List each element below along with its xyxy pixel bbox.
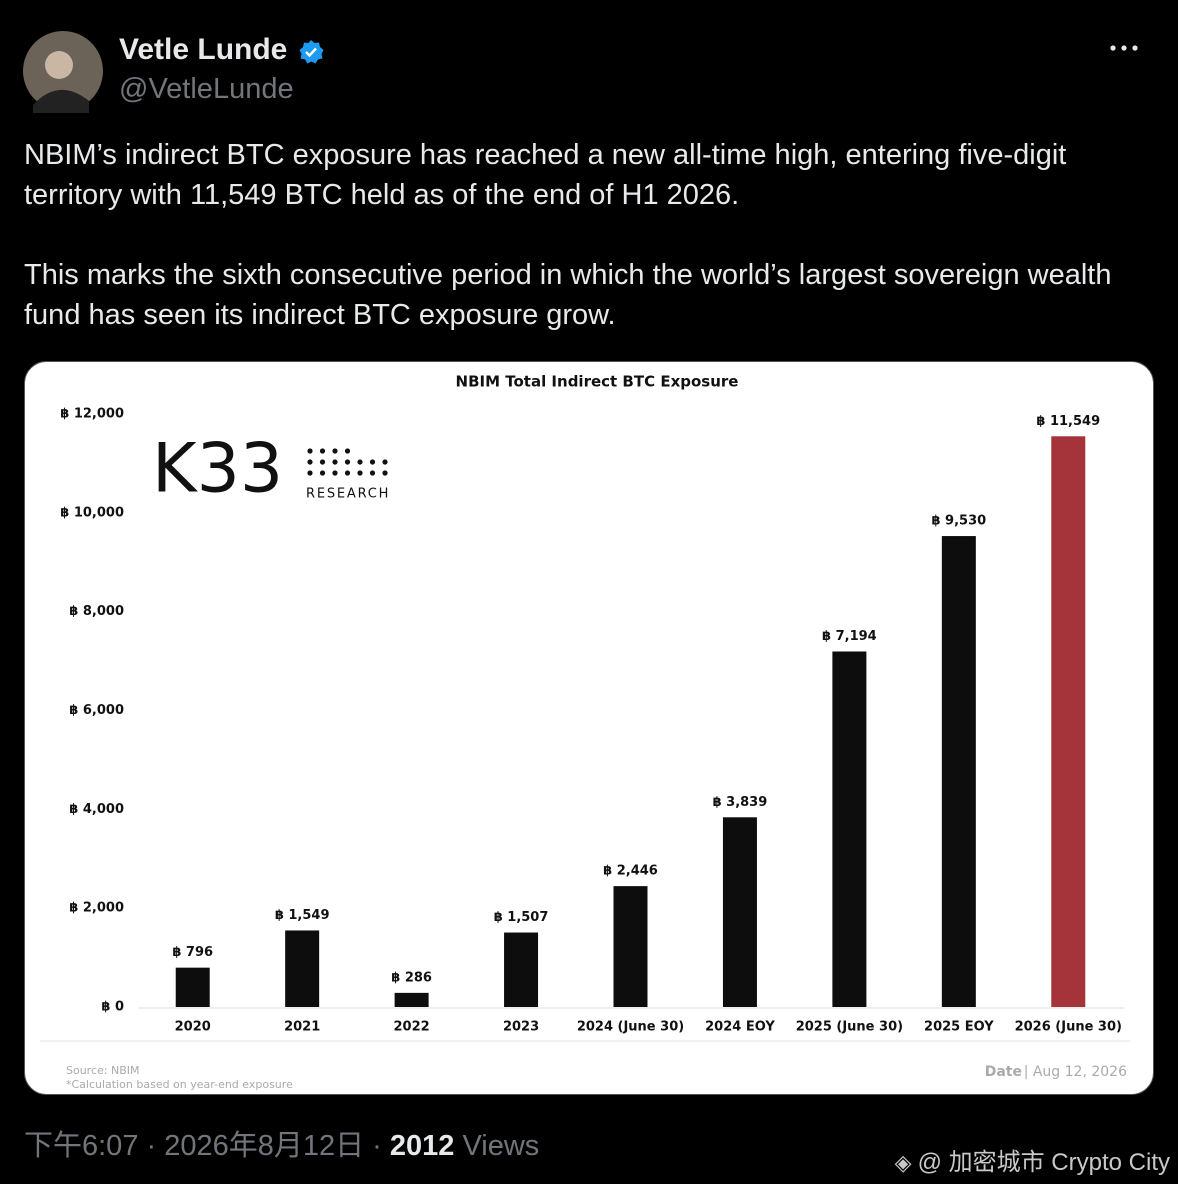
x-tick-label: 2025 EOY — [924, 1020, 994, 1035]
views-label: Views — [462, 1130, 540, 1162]
value-label: ฿ 1,507 — [494, 910, 549, 925]
x-tick-label: 2023 — [503, 1020, 539, 1035]
bar — [1051, 436, 1086, 1007]
logo-dot — [369, 459, 376, 465]
logo-dot — [332, 459, 338, 465]
logo-dot — [369, 470, 376, 476]
bar — [613, 886, 648, 1007]
date-label: Date — [985, 1064, 1022, 1080]
logo-dot — [319, 470, 326, 476]
chart-card — [24, 361, 1154, 1095]
x-tick-label: 2020 — [175, 1020, 211, 1035]
logo-dot — [344, 448, 351, 454]
x-tick-label: 2024 (June 30) — [577, 1020, 684, 1035]
value-label: ฿ 1,549 — [275, 908, 330, 923]
more-menu[interactable] — [1108, 40, 1140, 56]
bar — [832, 651, 867, 1007]
author-handle[interactable]: @VetleLunde — [119, 73, 294, 105]
y-tick-label: ฿ 10,000 — [60, 505, 124, 520]
y-tick-label: ฿ 8,000 — [69, 604, 124, 619]
y-tick-label: ฿ 0 — [101, 1000, 124, 1015]
value-label: ฿ 7,194 — [822, 629, 877, 644]
x-tick-label: 2024 EOY — [705, 1020, 775, 1035]
watermark: ◈ @ 加密城市 Crypto City — [895, 1142, 1170, 1177]
x-tick-label: 2021 — [284, 1020, 320, 1035]
author-name[interactable]: Vetle Lunde — [119, 33, 288, 66]
logo-text: K33 — [152, 430, 283, 509]
logo-dot — [307, 448, 313, 454]
paragraph: This marks the sixth consecutive period … — [24, 259, 1112, 331]
y-tick-label: ฿ 4,000 — [69, 802, 124, 817]
x-tick-label: 2025 (June 30) — [796, 1020, 903, 1035]
verified-badge — [299, 40, 324, 64]
avatar[interactable] — [23, 31, 105, 113]
timestamp[interactable]: 下午6:07 · 2026年8月12日 · — [24, 1130, 382, 1162]
value-label: ฿ 796 — [172, 945, 213, 960]
logo-dot — [357, 459, 363, 465]
value-label: ฿ 9,530 — [931, 514, 986, 529]
logo-dot — [382, 459, 388, 465]
value-label: ฿ 11,549 — [1036, 414, 1100, 429]
logo-dot — [382, 470, 388, 476]
bar — [394, 992, 429, 1007]
x-tick-label: 2026 (June 30) — [1015, 1020, 1122, 1035]
watermark-icon: ◈ — [894, 1150, 918, 1175]
note: *Calculation based on year-end exposure — [66, 1078, 293, 1091]
logo-dot — [307, 459, 313, 465]
value-label: ฿ 3,839 — [713, 795, 768, 810]
logo-dot — [357, 470, 363, 476]
source: Source: NBIM — [66, 1064, 140, 1077]
tweet-meta: 下午6:07 · 2026年8月12日 · 2012 Views — [24, 1122, 539, 1164]
bar — [722, 817, 757, 1007]
date: | Aug 12, 2026 — [1024, 1064, 1127, 1080]
bar — [941, 536, 976, 1007]
y-tick-label: ฿ 2,000 — [69, 901, 124, 916]
watermark-text: @ 加密城市 Crypto City — [917, 1149, 1170, 1176]
tweet-text: NBIM’s indirect BTC exposure has reached… — [24, 135, 1159, 335]
value-label: ฿ 286 — [391, 970, 432, 985]
logo-dot — [319, 448, 326, 454]
chart: NBIM Total Indirect BTC Exposure K33 RES… — [24, 361, 1154, 1095]
paragraph: NBIM’s indirect BTC exposure has reached… — [24, 139, 1067, 211]
logo-dot — [332, 470, 338, 476]
y-tick-label: ฿ 6,000 — [69, 703, 124, 718]
view-count: 2012 — [389, 1130, 455, 1162]
value-label: ฿ 2,446 — [603, 864, 658, 879]
logo-dot — [344, 459, 351, 465]
logo-dot — [344, 470, 351, 476]
logo-dot — [332, 448, 338, 454]
logo-dot — [319, 459, 326, 465]
logo-dot — [307, 470, 313, 476]
y-tick-label: ฿ 12,000 — [60, 407, 124, 422]
chart-title: NBIM Total Indirect BTC Exposure — [456, 373, 739, 391]
x-tick-label: 2022 — [394, 1020, 430, 1035]
bar — [285, 930, 320, 1007]
bar — [504, 932, 539, 1007]
bar — [175, 967, 210, 1007]
logo-subtitle: RESEARCH — [306, 487, 390, 502]
